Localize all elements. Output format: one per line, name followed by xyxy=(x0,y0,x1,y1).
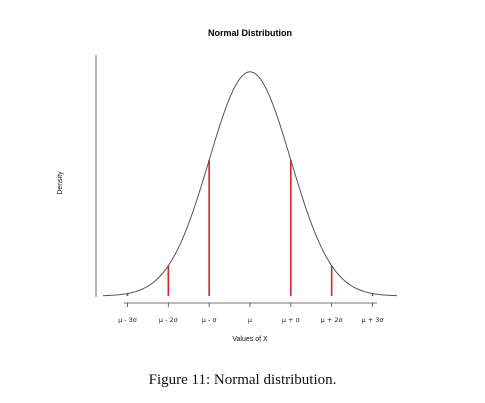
x-tick-label: μ + 3σ xyxy=(362,316,384,324)
x-tick-label: μ + σ xyxy=(282,316,300,324)
chart-title: Normal Distribution xyxy=(208,28,292,38)
sigma-markers xyxy=(126,160,374,296)
x-axis-label: Values of X xyxy=(232,336,268,343)
x-tick-label: μ - 2σ xyxy=(159,316,178,324)
x-tick-label: μ xyxy=(248,316,252,324)
x-tick-label: μ - 3σ xyxy=(118,316,137,324)
x-tick-label: μ + 2σ xyxy=(321,316,343,324)
x-ticks: μ - 3σ μ - 2σ μ - σ μ μ + σ μ + 2σ μ + 3σ xyxy=(118,303,383,324)
density-curve xyxy=(102,71,398,297)
x-tick-label: μ - σ xyxy=(202,316,217,324)
figure-caption: Figure 11: Normal distribution. xyxy=(148,372,337,388)
y-axis-label: Density xyxy=(57,171,64,195)
